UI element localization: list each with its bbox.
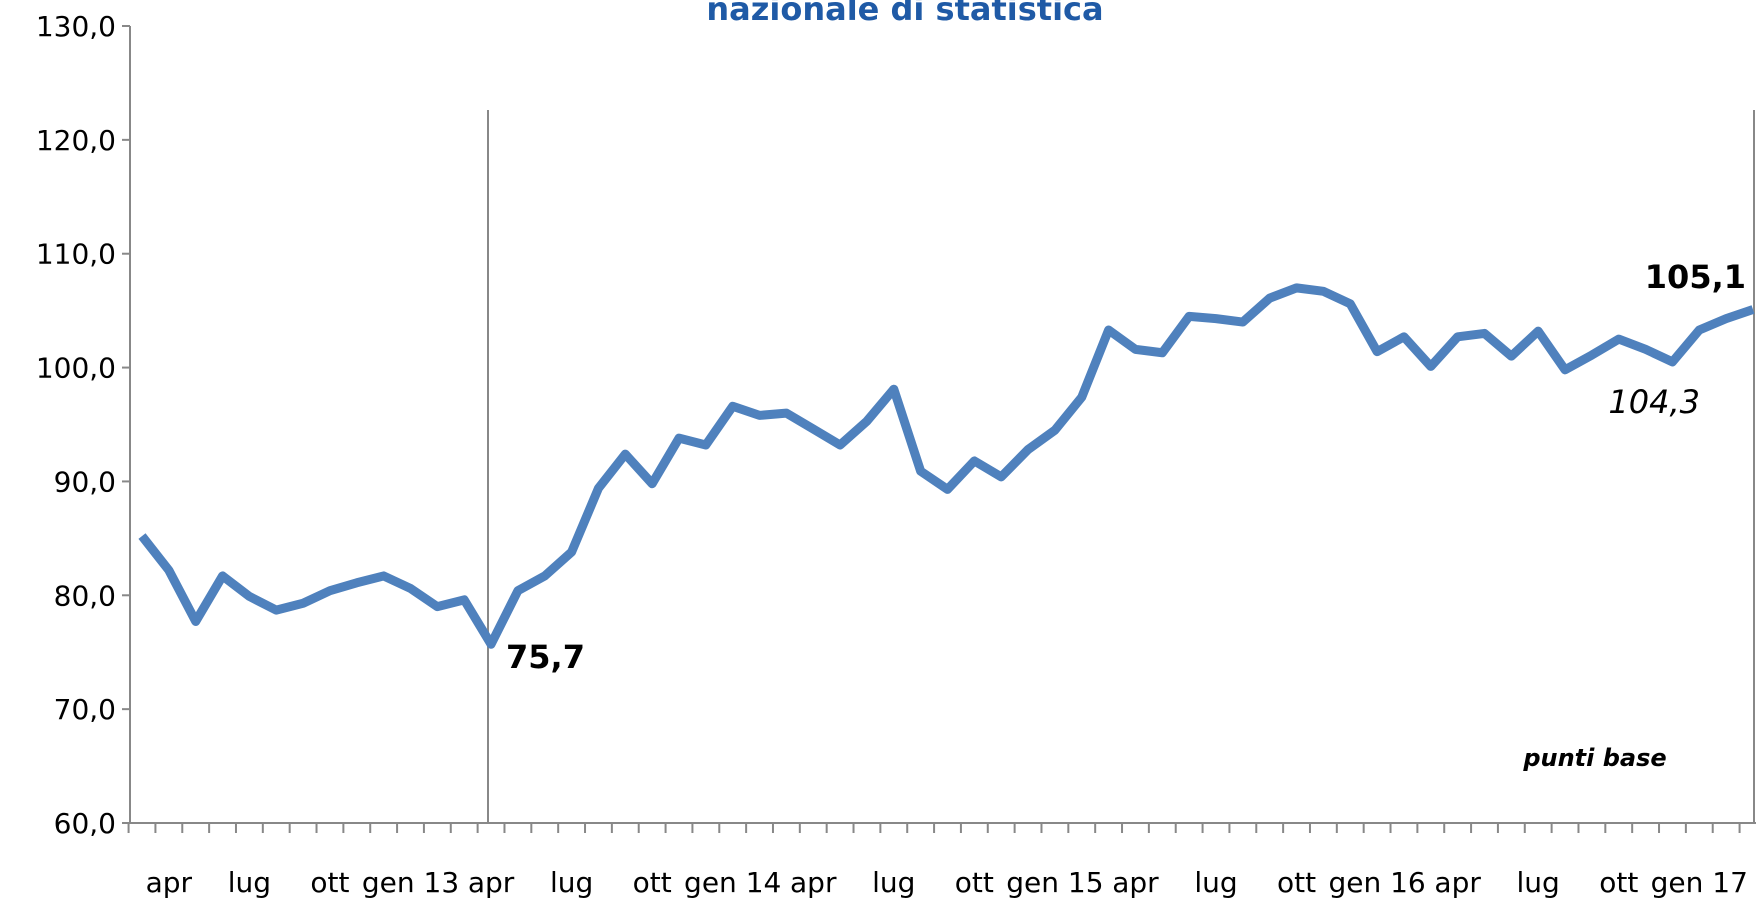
y-tick-label: 80,0: [54, 579, 116, 612]
x-tick-label: apr: [146, 866, 193, 899]
x-tick-label: gen 14: [684, 866, 781, 899]
x-tick-label: lug: [228, 866, 271, 899]
x-tick-label: gen 13: [362, 866, 459, 899]
x-tick-label: apr: [1112, 866, 1159, 899]
y-tick-label: 100,0: [36, 352, 116, 385]
x-tick-label: ott: [1599, 866, 1638, 899]
x-tick-label: apr: [468, 866, 515, 899]
y-tick-label: 130,0: [36, 10, 116, 43]
y-tick-label: 70,0: [54, 693, 116, 726]
x-tick-label: gen 17: [1651, 866, 1748, 899]
chart-title: nazionale di statistica: [706, 0, 1103, 28]
x-tick-label: gen 15: [1006, 866, 1103, 899]
data-line: [138, 283, 1755, 649]
x-tick-label: ott: [310, 866, 349, 899]
x-tick-label: lug: [872, 866, 915, 899]
x-tick-label: lug: [1517, 866, 1560, 899]
data-label: 104,3: [1608, 383, 1700, 421]
data-label: 105,1: [1645, 258, 1746, 296]
data-label: 75,7: [506, 638, 585, 676]
y-tick-label: 60,0: [54, 807, 116, 840]
x-tick-label: apr: [790, 866, 837, 899]
y-tick-label: 120,0: [36, 124, 116, 157]
x-tick-label: ott: [955, 866, 994, 899]
x-tick-label: ott: [1277, 866, 1316, 899]
x-tick-label: apr: [1434, 866, 1481, 899]
x-tick-label: gen 16: [1328, 866, 1425, 899]
x-tick-label: lug: [550, 866, 593, 899]
annotation: punti base: [1522, 744, 1666, 772]
y-tick-label: 90,0: [54, 465, 116, 498]
y-tick-label: 110,0: [36, 238, 116, 271]
x-tick-label: ott: [633, 866, 672, 899]
x-tick-label: lug: [1194, 866, 1237, 899]
